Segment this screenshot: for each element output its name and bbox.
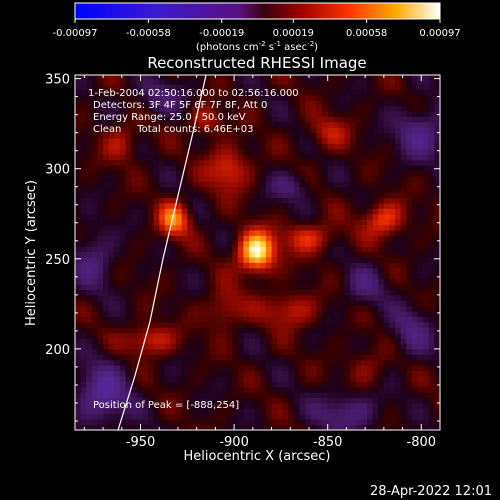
colorbar-tick-label: 0.00058 xyxy=(346,28,387,39)
annotation-time-range: 1-Feb-2004 02:50:16.000 to 02:56:16.000 xyxy=(88,88,299,99)
plot-frame xyxy=(74,74,441,431)
annotation-clean-counts: Clean Total counts: 6.46E+03 xyxy=(93,124,253,135)
colorbar-gradient xyxy=(74,2,441,20)
colorbar-tick-label: -0.00019 xyxy=(199,28,244,39)
x-axis-label: Heliocentric X (arcsec) xyxy=(184,449,331,464)
y-axis-label: Heliocentric Y (arcsec) xyxy=(24,180,39,326)
x-tick-label: -900 xyxy=(219,435,249,450)
y-tick-label: 350 xyxy=(45,73,70,88)
chart-title: Reconstructed RHESSI Image xyxy=(147,54,366,72)
x-tick-label: -850 xyxy=(313,435,343,450)
colorbar-tick-label: -0.00097 xyxy=(53,28,98,39)
annotation-detectors: Detectors: 3F 4F 5F 6F 7F 8F, Att 0 xyxy=(93,100,267,111)
annotation-block: 1-Feb-2004 02:50:16.000 to 02:56:16.000 … xyxy=(88,88,299,135)
colorbar-tick-label: 0.00019 xyxy=(273,28,314,39)
x-axis: -950 -900 -850 -800 xyxy=(83,75,441,450)
y-tick-label: 200 xyxy=(45,343,70,358)
y-tick-label: 300 xyxy=(45,163,70,178)
x-tick-label: -950 xyxy=(126,435,156,450)
y-tick-label: 250 xyxy=(45,253,70,268)
colorbar-units: (photons cm-2 s-1 asec-2) xyxy=(196,40,318,53)
peak-position-label: Position of Peak = [-888,254] xyxy=(93,400,239,411)
colorbar-tick-label: 0.00097 xyxy=(419,28,460,39)
colorbar: -0.00097 -0.00058 -0.00019 0.00019 0.00058 0.… xyxy=(53,2,461,53)
annotation-energy-range: Energy Range: 25.0 - 50.0 keV xyxy=(93,112,246,123)
colorbar-ticks: -0.00097 -0.00058 -0.00019 0.00019 0.00058 0.… xyxy=(53,19,461,39)
heatmap-image xyxy=(75,75,440,430)
colorbar-tick-label: -0.00058 xyxy=(126,28,171,39)
x-tick-label: -800 xyxy=(407,435,437,450)
y-axis: 200 250 300 350 xyxy=(45,73,440,422)
plot-timestamp: 28-Apr-2022 12:01 xyxy=(370,484,492,499)
solar-limb-line xyxy=(117,75,207,430)
